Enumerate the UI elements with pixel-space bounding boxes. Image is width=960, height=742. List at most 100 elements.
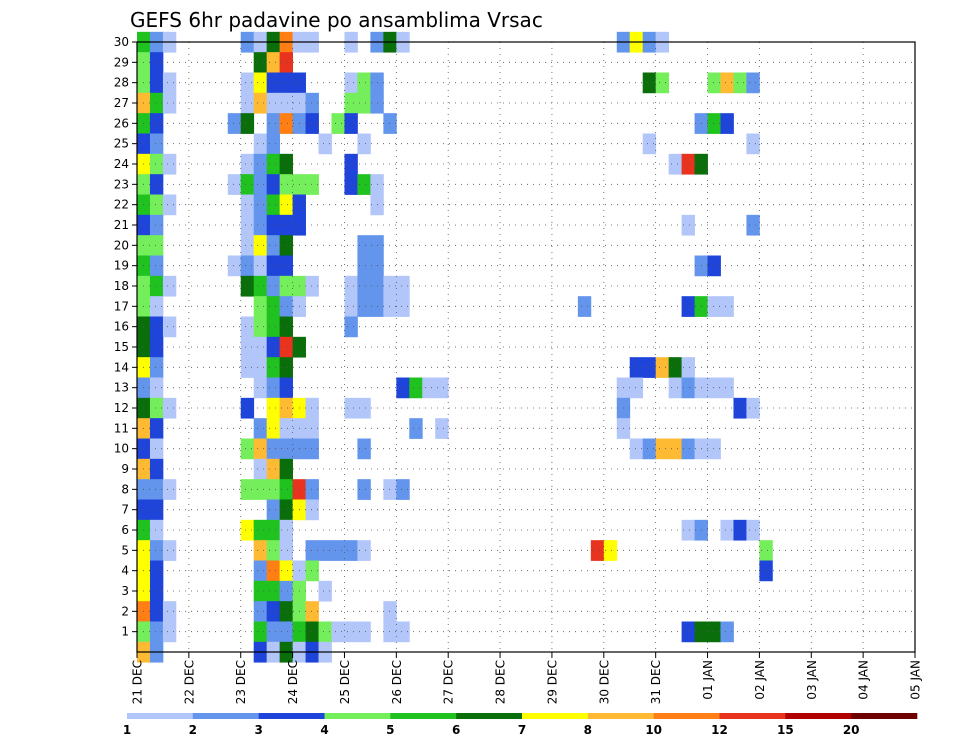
chart-title: GEFS 6hr padavine po ansamblima Vrsac [130, 8, 543, 32]
heatmap-cell [240, 72, 255, 94]
heatmap-cell [266, 479, 281, 500]
heatmap-cell [227, 255, 242, 277]
y-tick-label: 16 [114, 320, 129, 334]
heatmap-cell [162, 72, 177, 94]
heatmap-cell [149, 418, 164, 439]
heatmap-cell [279, 92, 293, 114]
heatmap-cell [318, 133, 332, 155]
heatmap-cell [266, 194, 281, 216]
y-tick-label: 14 [114, 360, 129, 374]
heatmap-cell [357, 438, 371, 460]
colorbar-swatch [851, 713, 918, 719]
x-tick-label: 30 DEC [597, 660, 611, 704]
heatmap-cell [357, 479, 371, 500]
heatmap-cell [240, 214, 255, 236]
heatmap-cell [266, 397, 281, 419]
heatmap-cell [357, 255, 371, 277]
heatmap-cell [253, 296, 268, 317]
heatmap-cell [149, 357, 164, 378]
y-tick-label: 25 [114, 137, 129, 151]
x-tick-label: 31 DEC [649, 660, 663, 704]
colorbar-label: 15 [777, 723, 794, 737]
colorbar-label: 6 [452, 723, 460, 737]
y-tick-label: 12 [114, 401, 129, 415]
grid-lines [137, 41, 915, 652]
y-tick-label: 28 [114, 76, 129, 90]
x-tick-label: 29 DEC [545, 660, 559, 704]
heatmap-cell [279, 519, 293, 541]
heatmap-cell [707, 377, 721, 399]
heatmap-cell [279, 275, 293, 297]
heatmap-cell [668, 153, 682, 175]
heatmap-cell [266, 601, 281, 622]
heatmap-cell [344, 113, 358, 134]
heatmap-cell [240, 336, 255, 358]
x-tick-label: 23 DEC [234, 660, 248, 704]
heatmap-cell [357, 92, 371, 114]
heatmap-cell [279, 560, 293, 582]
heatmap-cell [240, 275, 255, 297]
heatmap-cell [746, 519, 760, 541]
y-tick-label: 5 [121, 543, 129, 557]
colorbar-label: 3 [254, 723, 262, 737]
colorbar-label: 8 [584, 723, 592, 737]
heatmap-cell [253, 72, 268, 94]
y-tick-label: 23 [114, 177, 129, 191]
y-tick-label: 11 [114, 421, 129, 435]
heatmap-cell [149, 540, 164, 561]
heatmap-cell [305, 418, 319, 439]
colorbar-swatch [785, 713, 852, 719]
x-tick-label: 22 DEC [182, 660, 196, 704]
heatmap-cell [305, 113, 319, 134]
x-tick-label: 27 DEC [442, 660, 456, 704]
heatmap-cell [746, 397, 760, 419]
heatmap-cell [149, 621, 164, 643]
heatmap-cell [253, 438, 268, 460]
heatmap-cell [253, 580, 268, 602]
heatmap-cell [240, 235, 255, 256]
colorbar-label: 4 [320, 723, 328, 737]
colorbar-swatch [127, 713, 194, 719]
colorbar-label: 2 [189, 723, 197, 737]
heatmap-cells [137, 31, 773, 663]
heatmap-cell [253, 153, 268, 175]
heatmap-cell [162, 540, 177, 561]
heatmap-cell [707, 113, 721, 134]
heatmap-cell [681, 438, 695, 460]
x-tick-label: 28 DEC [494, 660, 508, 704]
heatmap-cell [383, 296, 397, 317]
heatmap-cell [720, 377, 734, 399]
heatmap-cell [149, 438, 164, 460]
heatmap-cell [253, 540, 268, 561]
heatmap-cell [279, 194, 293, 216]
heatmap-cell [305, 397, 319, 419]
heatmap-cell [149, 153, 164, 175]
heatmap-cell [681, 377, 695, 399]
heatmap-cell [681, 296, 695, 317]
heatmap-cell [707, 296, 721, 317]
heatmap-cell [707, 72, 721, 94]
heatmap-cell [279, 174, 293, 195]
heatmap-cell [266, 316, 281, 338]
heatmap-cell [357, 275, 371, 297]
heatmap-cell [240, 479, 255, 500]
colorbar-swatch [258, 713, 325, 719]
heatmap-cell [357, 540, 371, 561]
heatmap-cell [655, 72, 670, 94]
heatmap-cell [746, 133, 760, 155]
heatmap-cell [396, 296, 410, 317]
heatmap-cell [149, 235, 164, 256]
heatmap-cell [266, 296, 281, 317]
heatmap-cell [720, 296, 734, 317]
heatmap-cell [149, 601, 164, 622]
heatmap-cell [396, 621, 410, 643]
heatmap-cell [655, 438, 670, 460]
heatmap-cell [305, 479, 319, 500]
heatmap-cell [149, 499, 164, 521]
y-tick-label: 17 [114, 299, 129, 313]
heatmap-cell [149, 113, 164, 134]
colorbar-swatch [390, 713, 457, 719]
colorbar-label: 7 [518, 723, 526, 737]
heatmap-cell [331, 540, 345, 561]
heatmap-cell [435, 377, 449, 399]
